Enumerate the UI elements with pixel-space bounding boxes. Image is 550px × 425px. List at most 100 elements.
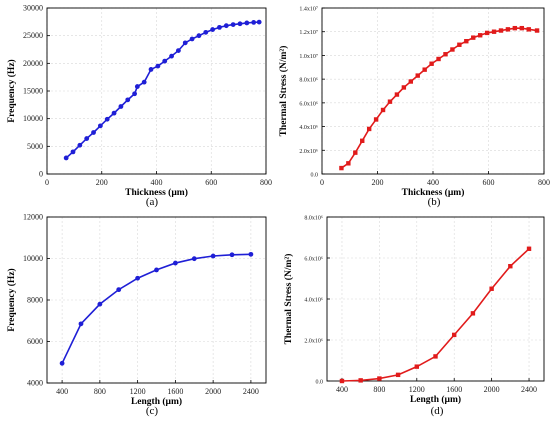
data-point bbox=[116, 287, 122, 293]
data-point bbox=[70, 149, 76, 155]
data-point bbox=[443, 52, 448, 57]
data-point bbox=[429, 61, 434, 66]
y-tick-label: 0.0 bbox=[311, 173, 319, 179]
data-point bbox=[104, 116, 110, 122]
data-point bbox=[339, 378, 345, 384]
x-axis-title: Thickness (µm) bbox=[125, 187, 188, 198]
y-tick-label: 4000 bbox=[27, 379, 43, 388]
x-tick-label: 800 bbox=[260, 178, 272, 187]
data-point bbox=[172, 260, 178, 266]
y-tick-label: 8.0x10⁶ bbox=[299, 78, 318, 84]
data-point bbox=[97, 123, 103, 129]
y-tick-label: 10000 bbox=[23, 114, 43, 123]
y-tick-label: 6.0x10⁶ bbox=[299, 101, 318, 107]
data-point bbox=[59, 360, 65, 366]
y-axis-title: Frequency (Hz) bbox=[6, 59, 17, 122]
data-point bbox=[471, 35, 476, 40]
data-point bbox=[377, 376, 382, 381]
data-point bbox=[519, 25, 524, 31]
data-point bbox=[203, 29, 209, 35]
panel-label: (b) bbox=[428, 196, 441, 208]
x-tick-label: 2000 bbox=[205, 387, 221, 396]
chart-panel-c: 400 800 1200 1600 2000 2400 4000 6000 8000 10000 1… bbox=[6, 213, 267, 417]
data-point bbox=[251, 19, 257, 25]
data-point bbox=[394, 92, 400, 97]
data-point bbox=[229, 252, 235, 258]
data-point bbox=[135, 275, 141, 281]
data-point bbox=[498, 28, 504, 33]
chart-panel-d: 400 800 1200 1600 2000 2400 0.0 2.0x10⁶ 4.0x10⁶ 6… bbox=[283, 216, 545, 417]
data-point bbox=[118, 104, 124, 109]
data-point bbox=[380, 107, 386, 113]
data-point bbox=[191, 256, 197, 262]
x-axis-title: Thickness (µm) bbox=[402, 187, 465, 198]
x-tick-label: 0 bbox=[320, 178, 324, 187]
x-tick-label: 200 bbox=[372, 178, 384, 187]
data-point bbox=[230, 22, 236, 27]
x-tick-label: 2400 bbox=[521, 385, 537, 394]
data-point bbox=[534, 28, 540, 33]
y-tick-label: 1.2x10⁷ bbox=[299, 30, 318, 36]
series-line bbox=[341, 248, 530, 382]
data-point bbox=[358, 378, 363, 383]
data-point bbox=[508, 264, 513, 269]
data-point bbox=[256, 19, 262, 25]
data-point bbox=[346, 161, 351, 166]
y-tick-label: 4.0x10⁶ bbox=[299, 125, 318, 131]
y-tick-label: 12000 bbox=[23, 213, 43, 222]
data-point bbox=[125, 97, 131, 103]
x-tick-label: 800 bbox=[538, 178, 550, 187]
data-point bbox=[182, 40, 188, 46]
data-point bbox=[505, 27, 511, 32]
x-tick-label: 1600 bbox=[446, 385, 462, 394]
panel-label: (a) bbox=[146, 196, 159, 208]
y-tick-label: 15000 bbox=[23, 87, 43, 96]
data-point bbox=[237, 21, 243, 27]
data-point bbox=[339, 165, 344, 171]
data-point bbox=[176, 48, 181, 54]
data-point bbox=[470, 311, 476, 316]
chart-panel-a: 0 200 400 600 800 0 5000 10000 15000 20000 25000 30… bbox=[6, 4, 272, 209]
data-point bbox=[484, 30, 490, 36]
series-line bbox=[340, 27, 538, 169]
x-tick-label: 2000 bbox=[484, 385, 500, 394]
y-tick-label: 25000 bbox=[23, 31, 43, 40]
data-point bbox=[373, 117, 379, 122]
x-tick-label: 1200 bbox=[130, 387, 146, 396]
data-point bbox=[408, 79, 413, 84]
data-point bbox=[422, 67, 427, 72]
y-tick-label: 1.4x10⁷ bbox=[299, 7, 318, 13]
data-point bbox=[366, 126, 372, 132]
data-point bbox=[512, 25, 518, 31]
data-point bbox=[452, 332, 457, 338]
data-point bbox=[457, 42, 462, 47]
data-point bbox=[223, 23, 229, 29]
y-axis-title: Thermal Stress (N/m²) bbox=[283, 254, 294, 345]
data-point bbox=[450, 47, 455, 52]
data-point bbox=[154, 267, 159, 273]
data-point bbox=[155, 63, 161, 69]
y-tick-label: 6000 bbox=[27, 337, 43, 346]
y-tick-label: 5000 bbox=[27, 142, 43, 151]
plot-frame bbox=[326, 216, 545, 382]
data-point bbox=[210, 253, 216, 259]
panel-label: (d) bbox=[431, 405, 444, 417]
y-axis-title: Frequency (Hz) bbox=[6, 268, 17, 331]
x-tick-label: 600 bbox=[205, 178, 217, 187]
y-tick-label: 2.0x10⁶ bbox=[299, 149, 318, 155]
x-tick-label: 600 bbox=[483, 178, 495, 187]
x-tick-label: 2400 bbox=[243, 387, 259, 396]
data-point bbox=[491, 29, 497, 34]
series-line bbox=[65, 21, 260, 159]
data-point bbox=[436, 56, 441, 62]
data-point bbox=[162, 58, 168, 64]
y-tick-label: 30000 bbox=[23, 4, 43, 13]
data-point bbox=[489, 286, 494, 291]
x-tick-label: 400 bbox=[151, 178, 163, 187]
data-point bbox=[210, 27, 216, 32]
data-point bbox=[387, 99, 393, 104]
y-tick-label: 0 bbox=[39, 170, 43, 179]
y-tick-label: 0.0 bbox=[316, 380, 324, 386]
data-point bbox=[477, 33, 483, 38]
